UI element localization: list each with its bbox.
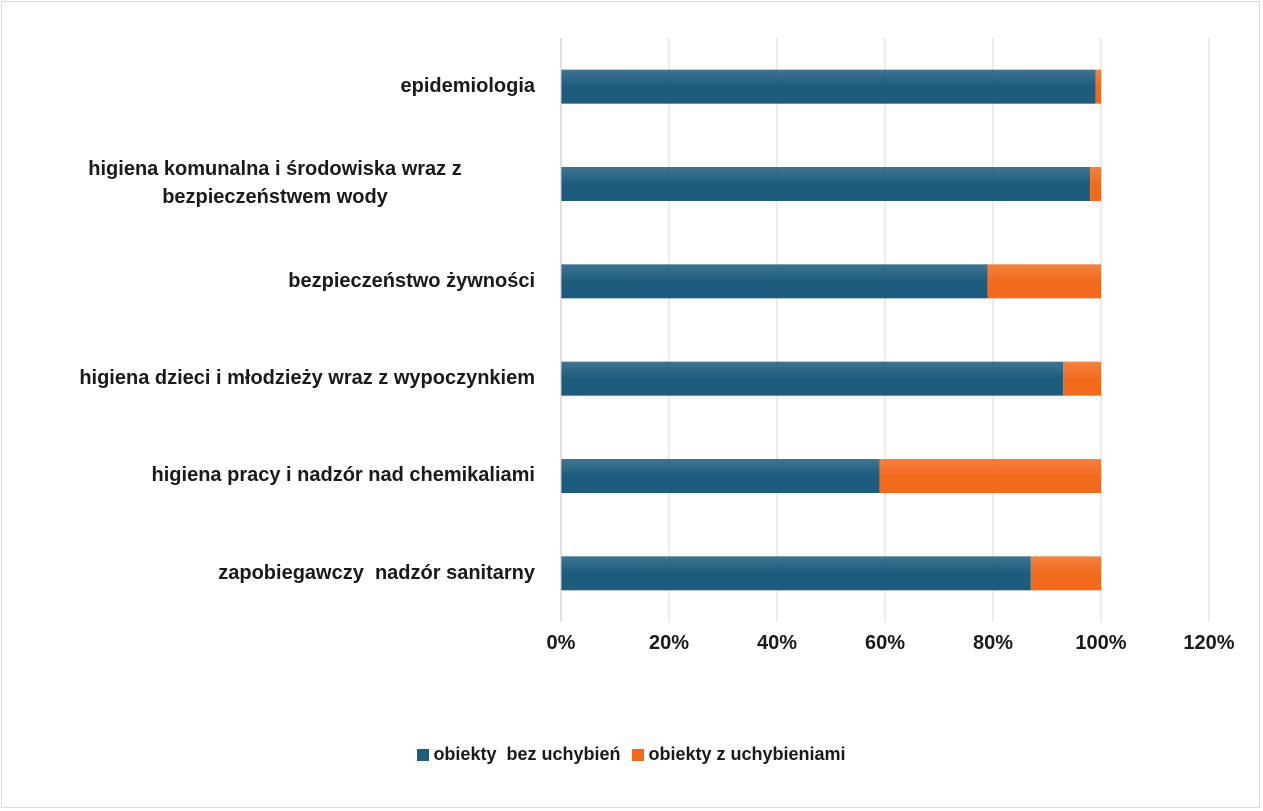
- bar-segment: [1090, 167, 1101, 201]
- bar-segment: [1030, 556, 1101, 591]
- bar-segment: [561, 167, 1091, 201]
- legend: obiekty bez uchybień obiekty z uchybienia…: [0, 744, 1263, 765]
- x-tick-label: 80%: [972, 632, 1014, 654]
- legend-swatch: [632, 748, 645, 761]
- category-text: epidemiologia: [400, 75, 535, 97]
- bar-segment: [561, 361, 1064, 396]
- category-text: higiena komunalna i środowiska wraz z be…: [88, 158, 468, 209]
- x-tick-label: 40%: [756, 632, 798, 654]
- legend-label: obiekty bez uchybień: [433, 744, 621, 764]
- category-label: higiena dzieci i młodzieży wraz z wypocz…: [15, 330, 535, 426]
- x-tick-label: 60%: [864, 632, 906, 654]
- bar-segment: [1063, 361, 1101, 396]
- category-text: zapobiegawczy nadzór sanitarny: [218, 561, 535, 584]
- x-tick-label: 20%: [648, 632, 690, 654]
- category-label: bezpieczeństwo żywności: [15, 233, 535, 329]
- category-text: higiena pracy i nadzór nad chemikaliami: [151, 464, 535, 487]
- bar-segment: [987, 264, 1101, 299]
- category-text: bezpieczeństwo żywności: [288, 269, 535, 292]
- category-label: higiena pracy i nadzór nad chemikaliami: [15, 427, 535, 523]
- category-label: epidemiologia: [15, 38, 535, 134]
- legend-label: obiekty z uchybieniami: [648, 744, 846, 764]
- x-tick-label: 0%: [546, 632, 576, 654]
- bar-segment: [879, 459, 1101, 493]
- category-text: higiena dzieci i młodzieży wraz z wypocz…: [79, 367, 535, 389]
- x-tick-label: 120%: [1183, 632, 1235, 654]
- bar-segment: [561, 556, 1031, 591]
- legend-item: obiekty z uchybieniami: [632, 744, 846, 765]
- legend-item: obiekty bez uchybień: [417, 744, 620, 765]
- category-label: zapobiegawczy nadzór sanitarny: [15, 525, 535, 621]
- category-label: higiena komunalna i środowiska wraz z be…: [15, 135, 535, 231]
- legend-swatch: [417, 748, 430, 761]
- bar-segment: [1095, 69, 1101, 104]
- bar-segment: [561, 459, 880, 493]
- bar-segment: [561, 264, 988, 299]
- bar-segment: [561, 69, 1096, 104]
- x-tick-label: 100%: [1075, 632, 1127, 654]
